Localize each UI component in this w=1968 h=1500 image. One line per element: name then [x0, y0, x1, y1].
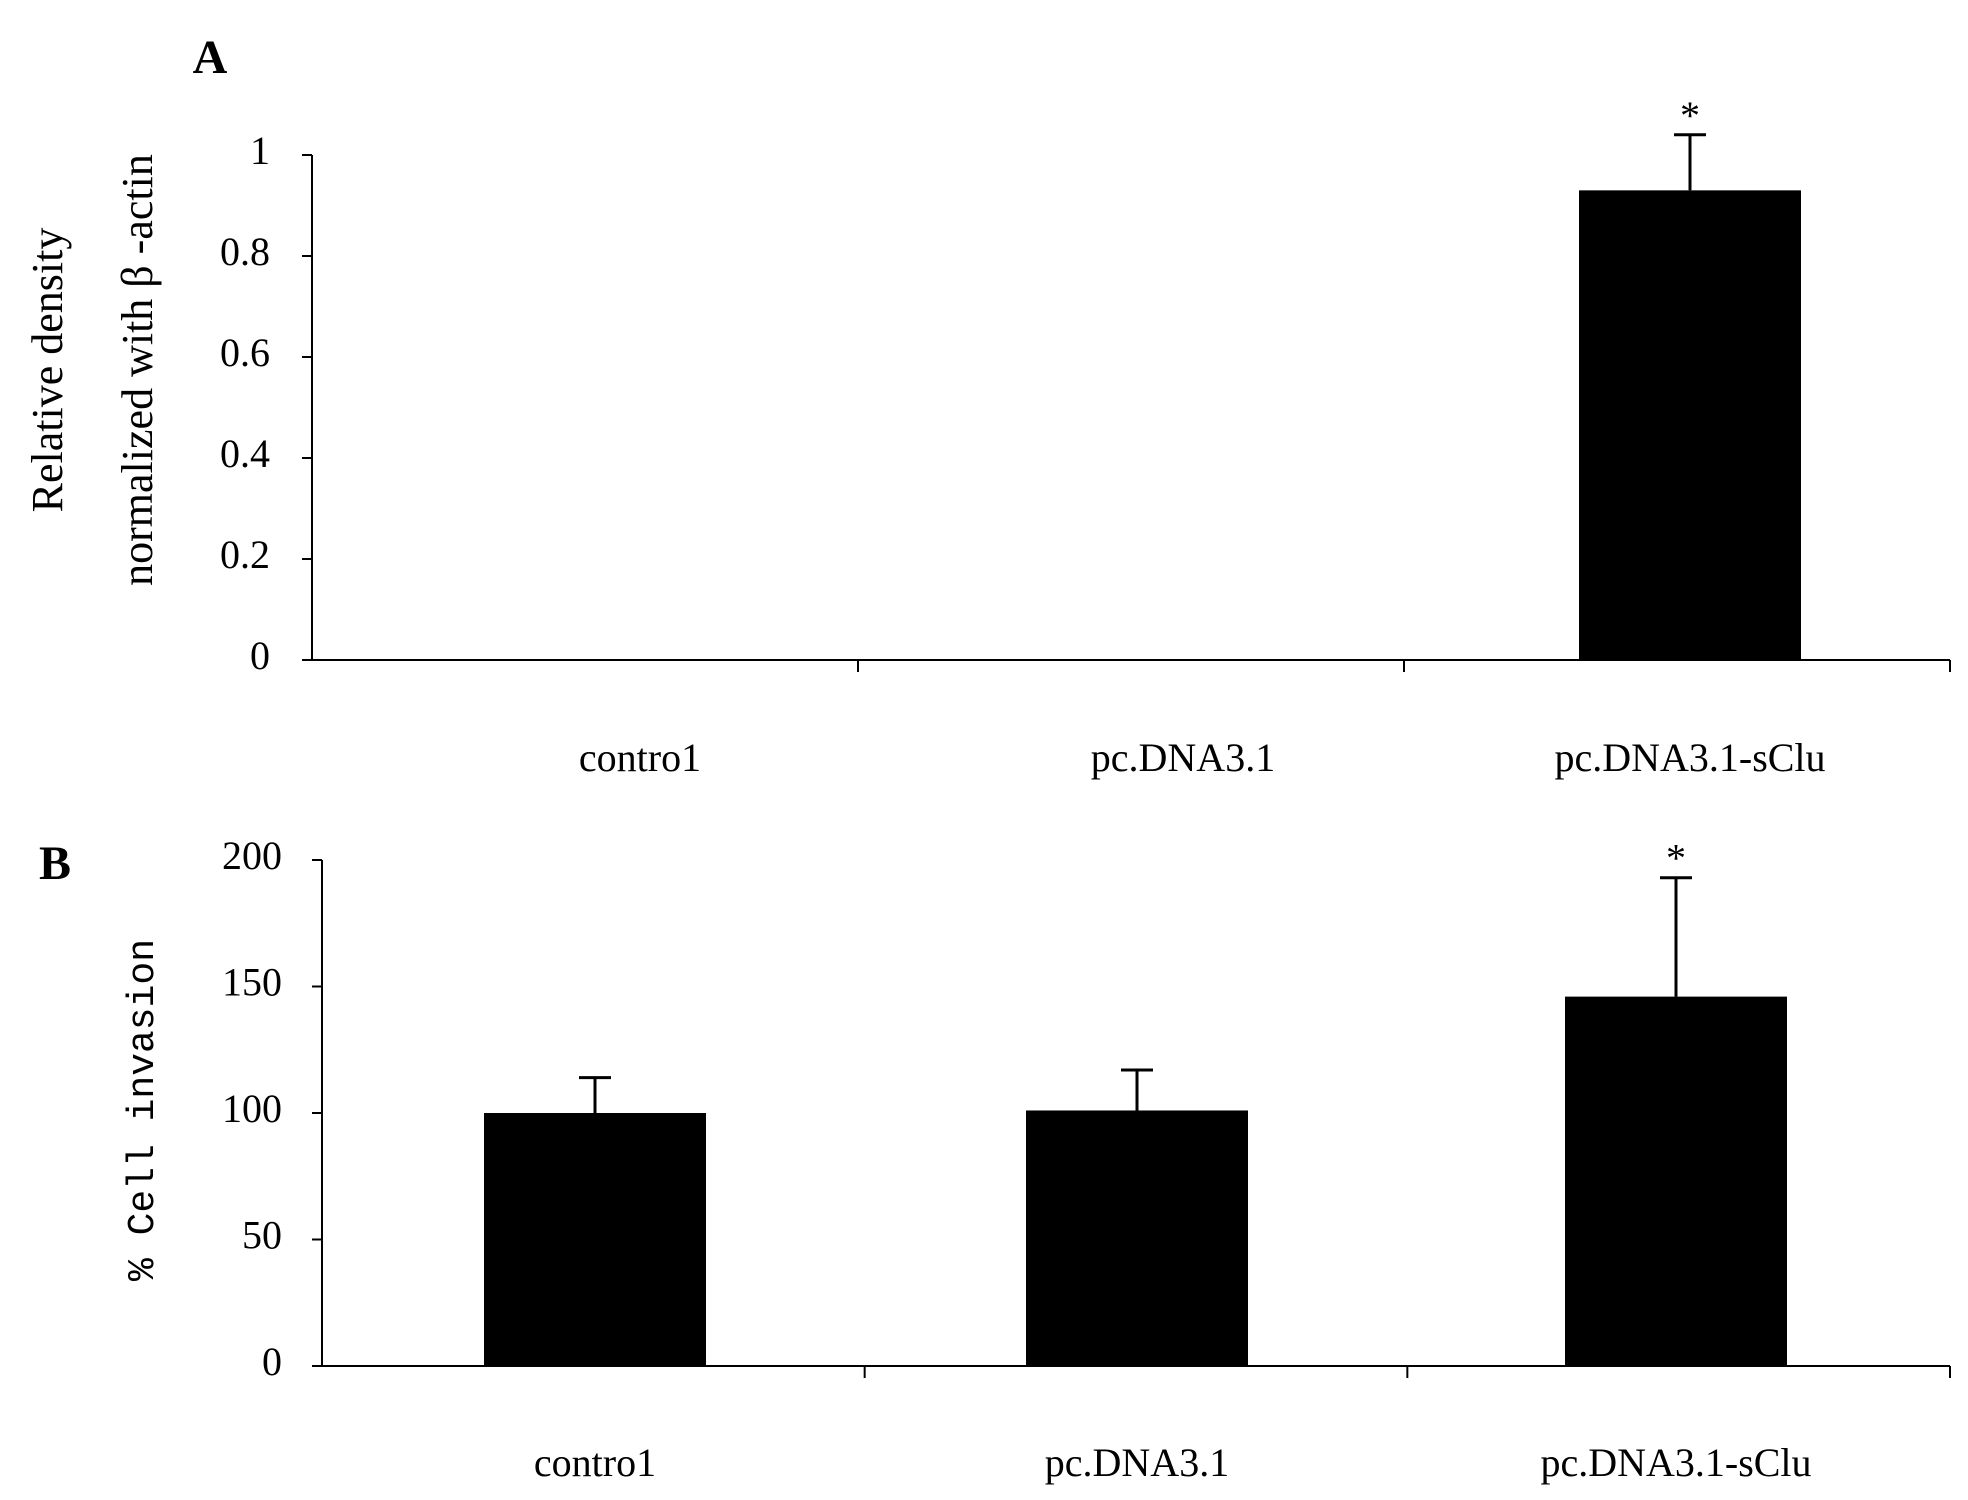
panel-a-chart: A 0 0.2 0.4 0.6 0.8 1 contro1 pc.DNA3.1 * pc.DNA3.… — [23, 31, 1951, 780]
x-category-label: pc.DNA3.1-sClu — [1554, 735, 1825, 780]
bar — [1565, 996, 1787, 1366]
bar — [484, 1113, 706, 1366]
y-tick-label: 0 — [250, 633, 270, 678]
y-tick-label: 200 — [222, 833, 282, 878]
x-category-label: pc.DNA3.1 — [1045, 1440, 1229, 1485]
significance-marker: * — [1680, 93, 1700, 138]
x-category-label: contro1 — [579, 735, 701, 780]
panel-label: B — [39, 837, 71, 890]
y-axis-title: Relative density — [23, 228, 72, 513]
significance-marker: * — [1666, 836, 1686, 881]
x-category-label: contro1 — [534, 1440, 656, 1485]
y-tick-label: 1 — [250, 128, 270, 173]
x-category-label: pc.DNA3.1-sClu — [1540, 1440, 1811, 1485]
y-tick-label: 0.6 — [220, 330, 270, 375]
bar — [1026, 1110, 1248, 1366]
bar — [1579, 190, 1801, 660]
y-tick-label: 100 — [222, 1086, 282, 1131]
y-tick-label: 0.2 — [220, 532, 270, 577]
y-tick-label: 50 — [242, 1213, 282, 1258]
y-tick-label: 0.4 — [220, 431, 270, 476]
y-axis-title: normalized with β -actin — [113, 154, 162, 586]
y-tick-label: 150 — [222, 960, 282, 1005]
panel-label: A — [193, 31, 228, 84]
x-category-label: pc.DNA3.1 — [1091, 735, 1275, 780]
panel-b-chart: B 0 50 100 150 200 contro1 pc.DNA3.1 * pc.DNA3.1-… — [39, 833, 1951, 1485]
y-tick-label: 0.8 — [220, 229, 270, 274]
y-axis-title: % Cell invasion — [122, 939, 165, 1281]
y-tick-label: 0 — [262, 1339, 282, 1384]
